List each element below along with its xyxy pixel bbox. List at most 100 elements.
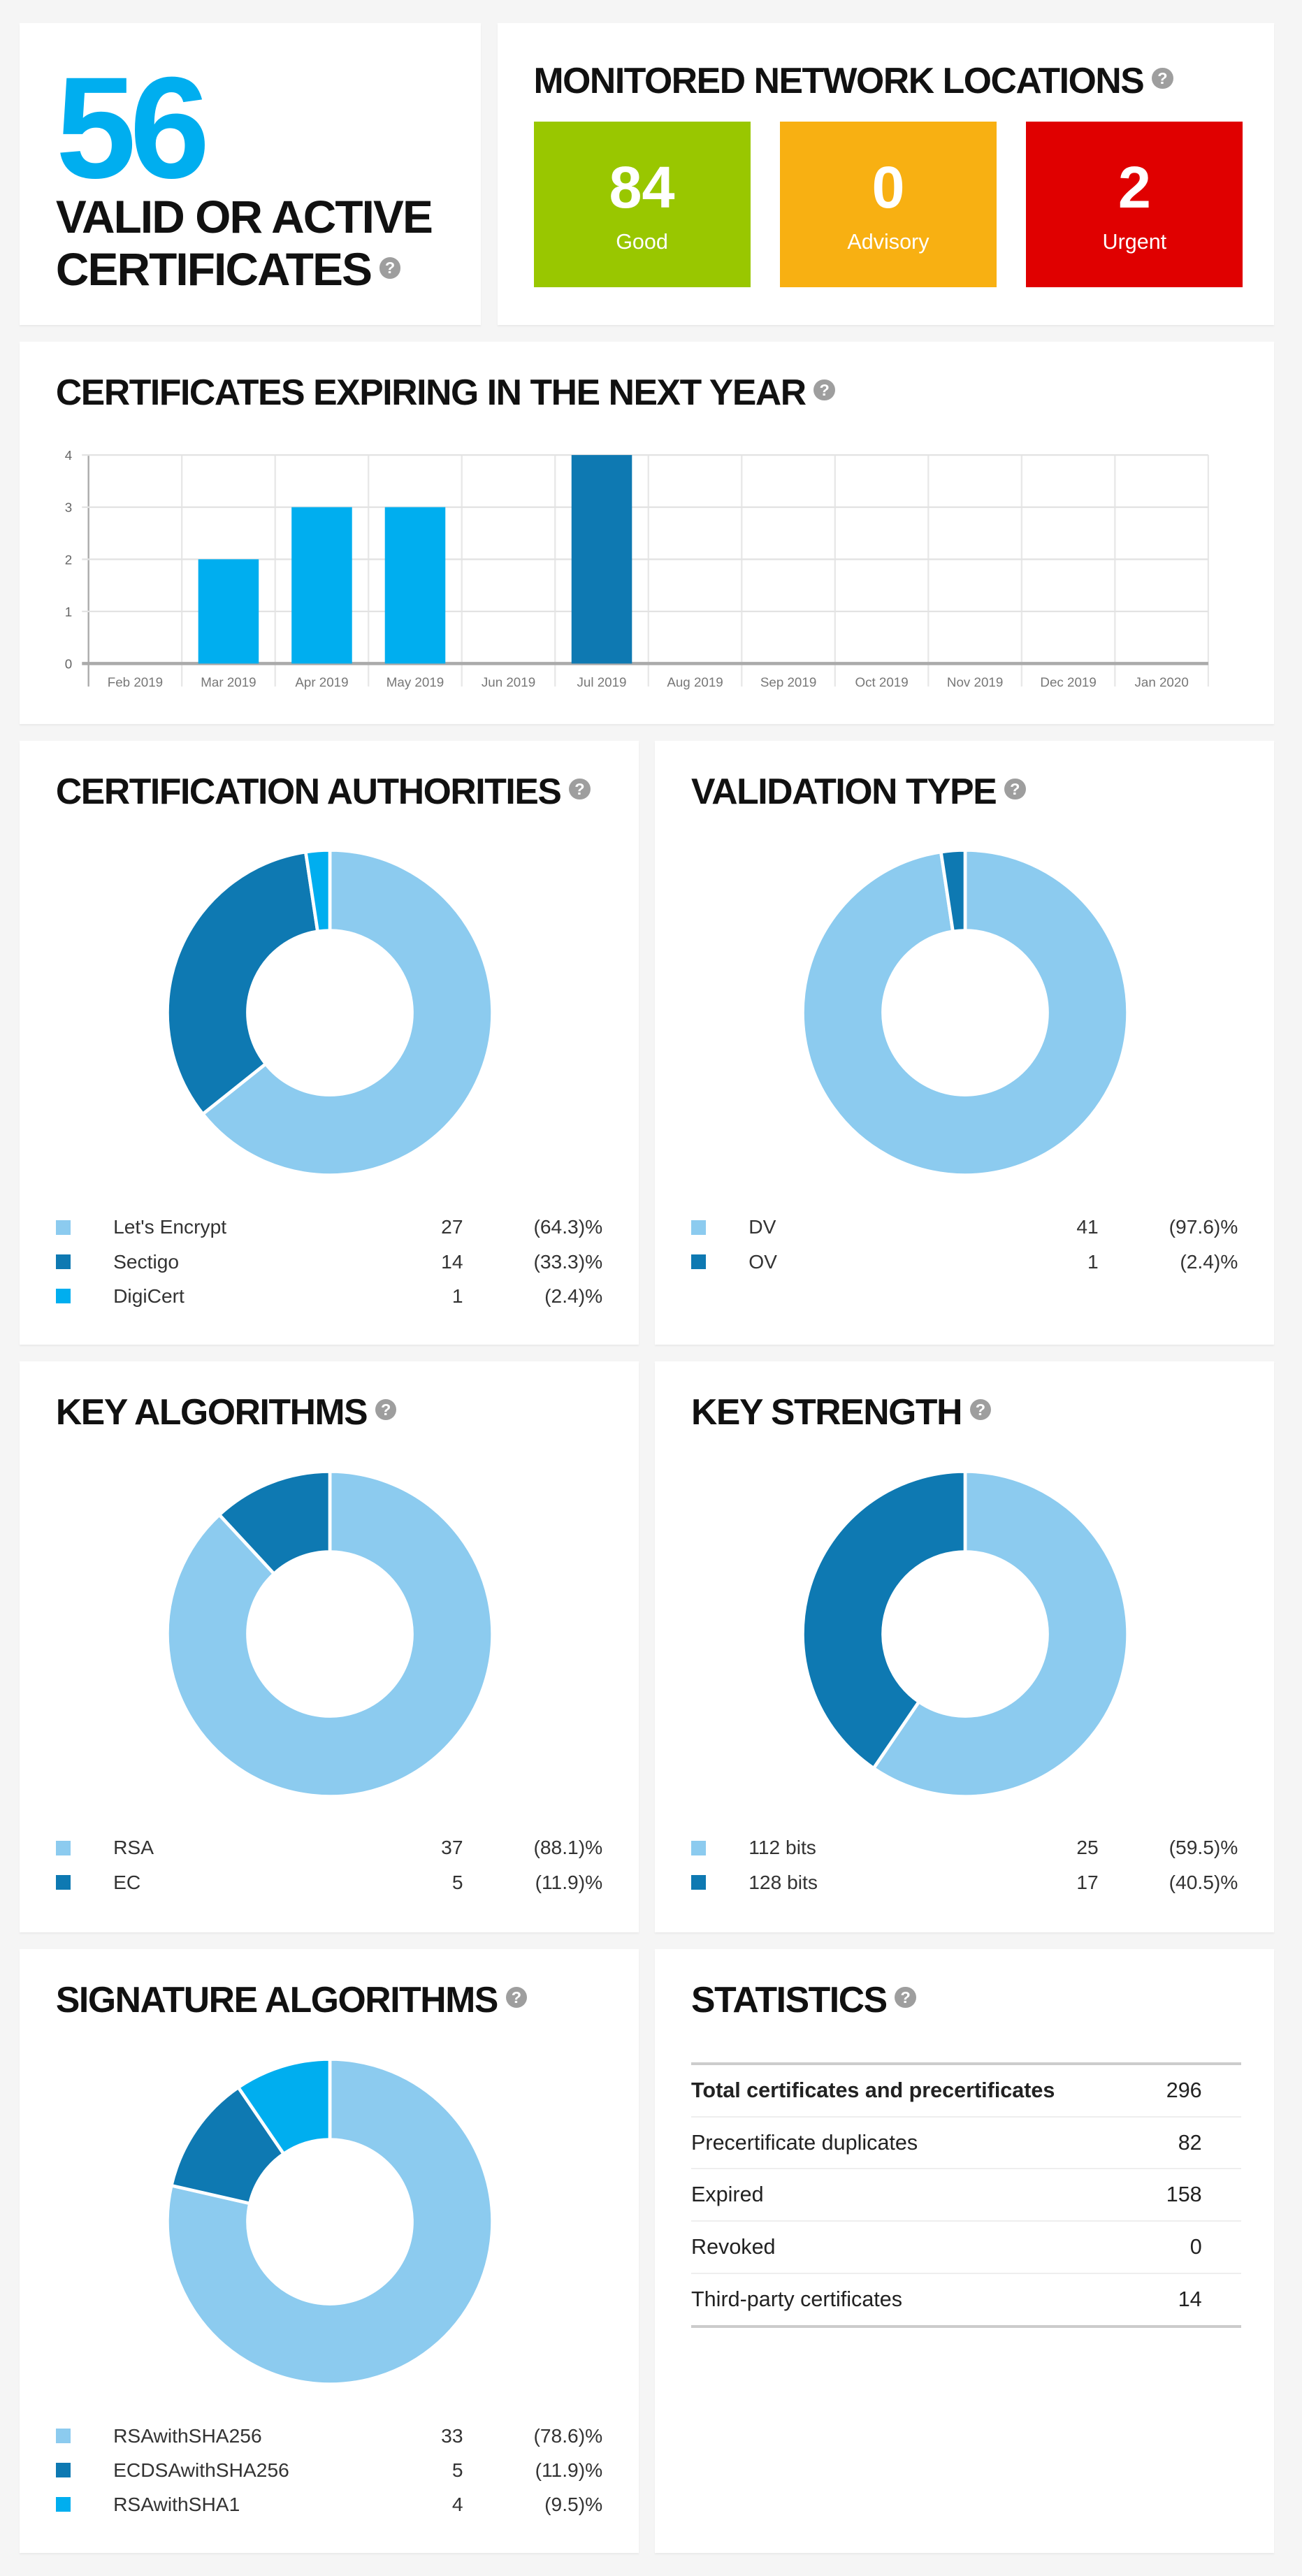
legend-count: 1 [451, 1285, 463, 1308]
legend-swatch [55, 2497, 71, 2512]
donut-slice-sectigo[interactable] [166, 850, 320, 1117]
legend-percent: (59.5)% [1169, 1836, 1238, 1859]
help-icon[interactable]: ? [1004, 778, 1026, 800]
x-tick-label: Dec 2019 [1041, 674, 1097, 689]
card-title: SIGNATURE ALGORITHMS? [56, 1978, 528, 2020]
bar-apr-2019[interactable] [291, 507, 352, 664]
bar-may-2019[interactable] [384, 507, 446, 664]
legend-percent: (9.5)% [544, 2493, 603, 2516]
title-text: VALIDATION TYPE [691, 770, 997, 811]
stat-label: Revoked [691, 2235, 776, 2259]
validation-type-card: VALIDATION TYPE? DV 41 (97.6)% OV 1 (2.4)% [655, 740, 1275, 1345]
donut-slice-ov[interactable] [939, 848, 967, 934]
title-text: CERTIFICATES EXPIRING IN THE NEXT YEAR [55, 371, 806, 412]
legend-swatch [55, 1289, 71, 1304]
legend-count: 17 [1076, 1870, 1099, 1893]
valid-certificates-card: 56 VALID OR ACTIVE CERTIFICATES? [20, 22, 482, 326]
legend-item[interactable]: Let's Encrypt 27 (64.3)% [55, 1210, 603, 1244]
donut-slice-dv[interactable] [801, 848, 1130, 1178]
legend-swatch [55, 1840, 71, 1855]
title-text: MONITORED NETWORK LOCATIONS [533, 59, 1145, 101]
donut-slice-rsa[interactable] [166, 1469, 495, 1798]
donut-chart [166, 848, 495, 1178]
network-locations-card: MONITORED NETWORK LOCATIONS? 84 Good 0 Advi… [497, 22, 1275, 326]
legend-item[interactable]: ECDSAwithSHA256 5 (11.9)% [55, 2453, 603, 2487]
statistics-row: Precertificate duplicates 82 [691, 2115, 1242, 2169]
tile-label: Urgent [1102, 229, 1167, 254]
legend-percent: (64.3)% [533, 1215, 603, 1238]
legend-percent: (33.3)% [533, 1250, 603, 1273]
legend-name: DV [748, 1215, 776, 1238]
x-tick-label: Nov 2019 [947, 674, 1003, 689]
legend-name: RSAwithSHA256 [113, 2424, 262, 2447]
label-line-2: CERTIFICATES [55, 243, 372, 295]
donut-slice-digicert[interactable] [303, 848, 332, 934]
y-tick-label: 3 [65, 500, 72, 514]
card-title: CERTIFICATES EXPIRING IN THE NEXT YEAR? [56, 371, 835, 413]
legend-count: 41 [1076, 1215, 1099, 1238]
legend-item[interactable]: DigiCert 1 (2.4)% [55, 1279, 603, 1313]
legend-item[interactable]: DV 41 (97.6)% [691, 1210, 1238, 1244]
legend-name: RSAwithSHA1 [113, 2493, 240, 2516]
help-icon[interactable]: ? [505, 1986, 528, 2009]
legend-count: 14 [441, 1250, 463, 1273]
legend-percent: (11.9)% [535, 2458, 603, 2481]
x-tick-label: Feb 2019 [108, 674, 163, 689]
key-algorithms-card: KEY ALGORITHMS? RSA 37 (88.1)% EC 5 (11.9)% [20, 1361, 639, 1933]
legend-item[interactable]: 112 bits 25 (59.5)% [691, 1830, 1238, 1865]
tile-label: Good [616, 229, 668, 254]
legend-name: 128 bits [748, 1870, 818, 1893]
help-icon[interactable]: ? [813, 379, 835, 401]
statistics-row: Total certificates and precertificates 29… [691, 2065, 1241, 2116]
help-icon[interactable]: ? [895, 1986, 916, 2009]
legend-item[interactable]: OV 1 (2.4)% [691, 1245, 1238, 1279]
statistics-row: Expired 158 [691, 2168, 1242, 2220]
donut-slice-rsawithsha256[interactable] [166, 2057, 495, 2386]
legend-percent: (11.9)% [535, 1870, 603, 1893]
legend-name: Sectigo [113, 1250, 180, 1273]
donut-slice-ec[interactable] [217, 1469, 332, 1576]
legend-swatch [55, 1254, 71, 1269]
legend-item[interactable]: RSAwithSHA256 33 (78.6)% [55, 2419, 602, 2453]
legend-item[interactable]: 128 bits 17 (40.5)% [691, 1865, 1238, 1900]
status-tile-urgent[interactable]: 2 Urgent [1026, 121, 1243, 288]
legend-count: 4 [451, 2493, 463, 2516]
legend-count: 33 [441, 2424, 463, 2447]
donut-slice-112-bits[interactable] [871, 1469, 1130, 1798]
stat-label: Precertificate duplicates [691, 2130, 918, 2155]
donut-chart [801, 848, 1130, 1178]
bar-mar-2019[interactable] [198, 558, 259, 664]
help-icon[interactable]: ? [969, 1398, 992, 1421]
tile-value: 0 [871, 153, 905, 220]
card-title: MONITORED NETWORK LOCATIONS? [534, 59, 1173, 101]
legend-item[interactable]: RSA 37 (88.1)% [55, 1830, 602, 1865]
help-icon[interactable]: ? [569, 778, 591, 800]
legend-percent: (97.6)% [1169, 1215, 1238, 1238]
legend-name: 112 bits [748, 1836, 816, 1859]
help-icon[interactable]: ? [375, 1398, 397, 1421]
title-text: CERTIFICATION AUTHORITIES [55, 770, 562, 811]
donut-slice-rsawithsha1[interactable] [236, 2057, 332, 2156]
certification-authorities-card: CERTIFICATION AUTHORITIES? Let's Encrypt 2… [20, 740, 639, 1345]
legend-count: 5 [451, 1870, 463, 1893]
legend-count: 25 [1076, 1836, 1099, 1859]
bar-jul-2019[interactable] [571, 454, 632, 664]
y-tick-label: 1 [65, 605, 72, 619]
donut-slice-128-bits[interactable] [801, 1469, 967, 1770]
legend-item[interactable]: RSAwithSHA1 4 (9.5)% [55, 2487, 603, 2521]
valid-certificates-count: 56 [55, 46, 210, 208]
help-icon[interactable]: ? [379, 256, 401, 279]
card-title: STATISTICS? [691, 1978, 916, 2020]
signature-algorithms-card: SIGNATURE ALGORITHMS? RSAwithSHA256 33 (78.… [20, 1948, 639, 2554]
expiring-bar-chart: 0 1 2 3 4 Feb 2019 Mar 2019 Apr 2019 May 2019 Jun… [65, 448, 1210, 689]
status-tile-advisory[interactable]: 0 Advisory [779, 121, 997, 288]
legend-item[interactable]: EC 5 (11.9)% [55, 1865, 603, 1900]
card-title: CERTIFICATION AUTHORITIES? [56, 770, 591, 812]
help-icon[interactable]: ? [1152, 67, 1173, 89]
title-text: KEY STRENGTH [691, 1391, 962, 1432]
legend-name: EC [113, 1870, 141, 1893]
legend-item[interactable]: Sectigo 14 (33.3)% [55, 1245, 603, 1279]
donut-slice-let-s-encrypt[interactable] [201, 848, 495, 1178]
status-tile-good[interactable]: 84 Good [533, 121, 751, 288]
legend-percent: (2.4)% [544, 1285, 603, 1308]
